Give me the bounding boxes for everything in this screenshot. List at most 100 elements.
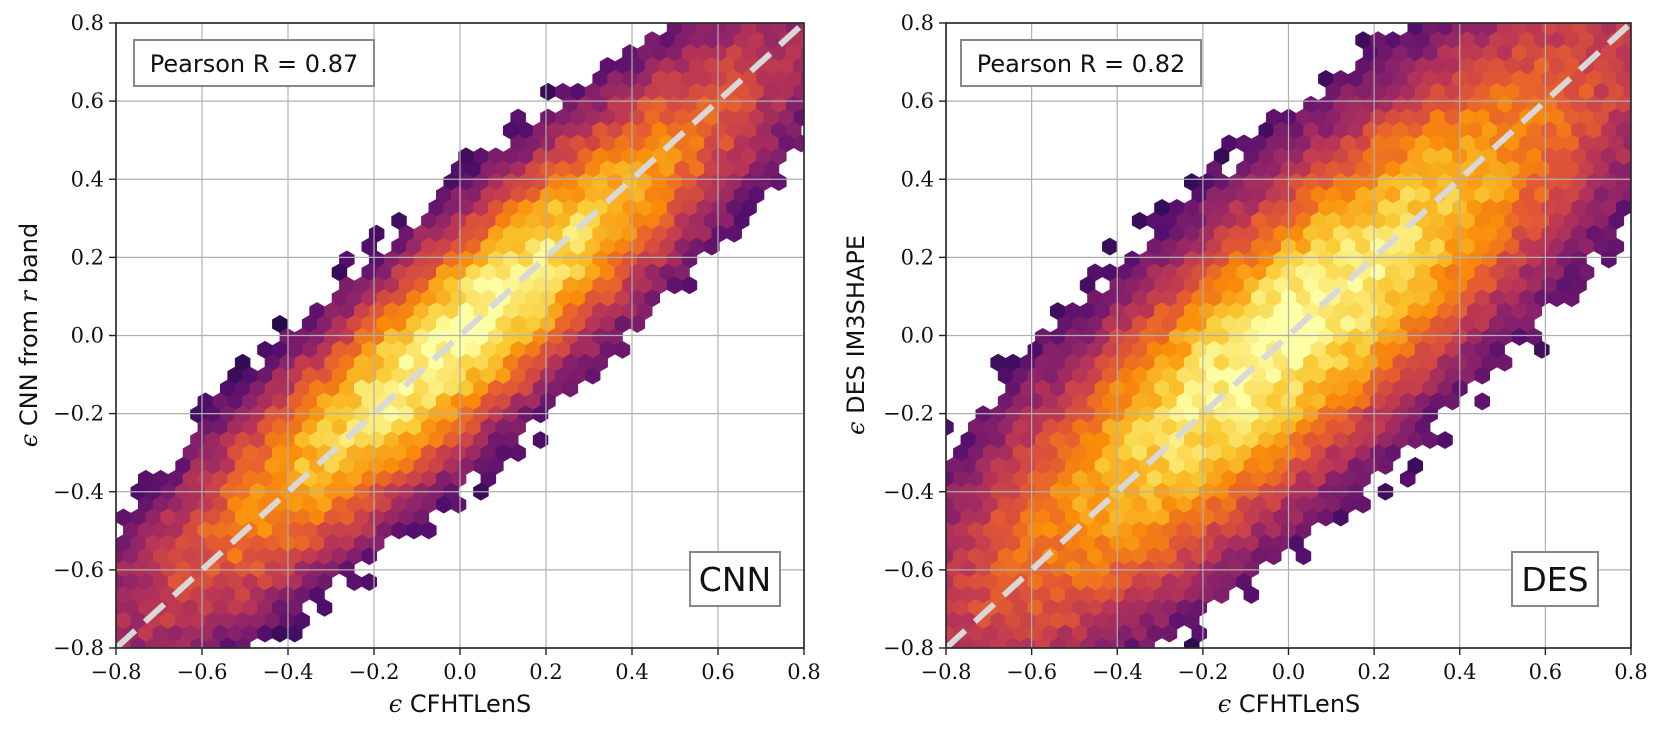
- left-hex-cell: [666, 23, 668, 24]
- right-y-tick-label: −0.8: [883, 636, 934, 660]
- right-pearson-box: Pearson R = 0.82: [960, 39, 1202, 87]
- right-hex-cell: [1556, 23, 1558, 24]
- left-hex-cell: [681, 276, 698, 295]
- right-hex-cell: [946, 512, 947, 523]
- left-hex-cell: [286, 624, 303, 643]
- right-hex-cell: [1266, 547, 1282, 566]
- right-hex-cell: [1400, 469, 1416, 488]
- right-x-tick-label: 0.2: [1357, 660, 1390, 684]
- left-hex-cell: [696, 23, 698, 24]
- left-y-tick-label: −0.6: [53, 558, 104, 582]
- right-hex-cell: [1437, 431, 1453, 450]
- right-hex-cell: [1623, 186, 1631, 204]
- right-hex-cell: [1630, 74, 1631, 84]
- left-hex-cell: [450, 495, 467, 514]
- right-hex-cell: [1585, 23, 1588, 24]
- right-hex-cell: [946, 590, 947, 600]
- right-hex-cell: [946, 538, 947, 548]
- right-x-tick-label: −0.6: [1006, 660, 1057, 684]
- right-hex-cell: [924, 522, 939, 539]
- right-hex-cell: [924, 599, 939, 616]
- left-x-tick-label: 0.0: [443, 660, 476, 684]
- right-tag-box: DES: [1511, 551, 1599, 607]
- left-pearson-text: Pearson R = 0.87: [150, 50, 358, 78]
- right-y-tick-label: 0.4: [901, 167, 934, 191]
- right-hex-cell: [1615, 23, 1617, 24]
- left-hex-cell: [809, 83, 824, 100]
- left-x-label: ϵ CFHTLenS: [389, 690, 532, 718]
- left-hex-cell: [704, 237, 720, 256]
- left-hex-cell: [629, 315, 646, 333]
- right-hex-cell: [1541, 23, 1543, 24]
- left-y-tick-label: 0.4: [71, 167, 104, 191]
- right-hex-cell: [1333, 508, 1349, 527]
- right-hex-cell: [1623, 134, 1631, 153]
- right-hex-cell: [1511, 23, 1513, 24]
- left-x-ticks: −0.8 −0.6 −0.4 −0.2 0.0 0.2 0.4 0.6 0.8: [91, 648, 821, 684]
- right-x-tick-label: 0.0: [1272, 660, 1305, 684]
- left-y-tick-label: 0.6: [71, 89, 104, 113]
- right-panel: −0.8 −0.6 −0.4 −0.2 0.0 0.2 0.4 0.6 0.8 −0.8 −0.6…: [842, 11, 1648, 718]
- right-hex-cell: [1131, 211, 1148, 230]
- left-x-tick-label: 0.6: [701, 660, 734, 684]
- right-y-tick-label: −0.2: [883, 402, 934, 426]
- right-hex-cell: [1630, 151, 1631, 161]
- right-x-tick-label: −0.2: [1177, 660, 1228, 684]
- right-y-tick-label: −0.4: [883, 480, 934, 504]
- left-hex-cell: [809, 6, 824, 23]
- right-hex-cell: [1436, 23, 1439, 24]
- left-x-tick-label: 0.8: [787, 660, 820, 684]
- left-hexbin: [94, 6, 824, 648]
- left-hex-cell: [809, 32, 824, 49]
- right-pearson-text: Pearson R = 0.82: [977, 50, 1185, 78]
- left-x-tick-label: 0.2: [529, 660, 562, 684]
- left-y-label: ϵ CNN from r band: [15, 223, 43, 447]
- right-y-tick-label: 0.0: [901, 324, 934, 348]
- left-y-tick-label: 0.8: [71, 11, 104, 35]
- right-hex-cell: [1295, 547, 1312, 566]
- left-hex-cell: [755, 23, 758, 24]
- left-hex-cell: [540, 82, 556, 101]
- left-y-tick-label: 0.0: [71, 324, 104, 348]
- left-hex-cell: [800, 23, 802, 24]
- right-hex-cell: [1623, 57, 1631, 75]
- left-y-tick-label: 0.2: [71, 245, 104, 269]
- right-y-tick-label: 0.2: [901, 245, 934, 269]
- right-x-tick-label: 0.8: [1614, 660, 1647, 684]
- left-hex-cell: [361, 547, 378, 566]
- right-hex-cell: [1377, 456, 1394, 475]
- right-x-label: ϵ CFHTLenS: [1218, 690, 1361, 718]
- right-hex-cell: [1630, 177, 1631, 187]
- left-hex-cell: [584, 366, 601, 385]
- left-hex-cell: [116, 590, 117, 600]
- right-hex-cell: [1630, 48, 1631, 58]
- left-hex-cell: [770, 23, 773, 24]
- right-hex-cell: [1474, 366, 1490, 385]
- right-hex-cell: [1601, 250, 1617, 269]
- right-x-tick-label: −0.4: [1092, 660, 1143, 684]
- left-hex-cell: [809, 135, 824, 152]
- left-hex-cell: [809, 109, 824, 126]
- right-x-tick-label: 0.4: [1443, 660, 1476, 684]
- right-hex-cell: [1102, 237, 1118, 256]
- left-hex-cell: [361, 573, 378, 591]
- right-hex-cell: [1213, 585, 1230, 604]
- left-hex-cell: [614, 340, 631, 359]
- right-y-tick-label: −0.6: [883, 558, 934, 582]
- left-panel: −0.8 −0.6 −0.4 −0.2 0.0 0.2 0.4 0.6 0.8 −0.8 −0.6…: [15, 6, 824, 718]
- right-x-ticks: −0.8 −0.6 −0.4 −0.2 0.0 0.2 0.4 0.6 0.8: [921, 648, 1648, 684]
- right-hex-cell: [1161, 624, 1178, 643]
- right-hex-cell: [1184, 637, 1200, 648]
- left-x-tick-label: 0.4: [615, 660, 648, 684]
- left-x-tick-label: −0.4: [263, 660, 314, 684]
- left-y-tick-label: −0.4: [53, 480, 104, 504]
- right-hex-cell: [1496, 353, 1513, 372]
- right-hex-cell: [1630, 23, 1631, 32]
- right-y-tick-label: 0.8: [901, 11, 934, 35]
- left-hex-cell: [94, 599, 109, 616]
- right-hex-cell: [1630, 23, 1631, 24]
- left-hex-cell: [809, 57, 824, 74]
- right-hex-cell: [1630, 100, 1631, 110]
- left-hex-cell: [421, 521, 437, 540]
- left-hex-cell: [510, 444, 526, 462]
